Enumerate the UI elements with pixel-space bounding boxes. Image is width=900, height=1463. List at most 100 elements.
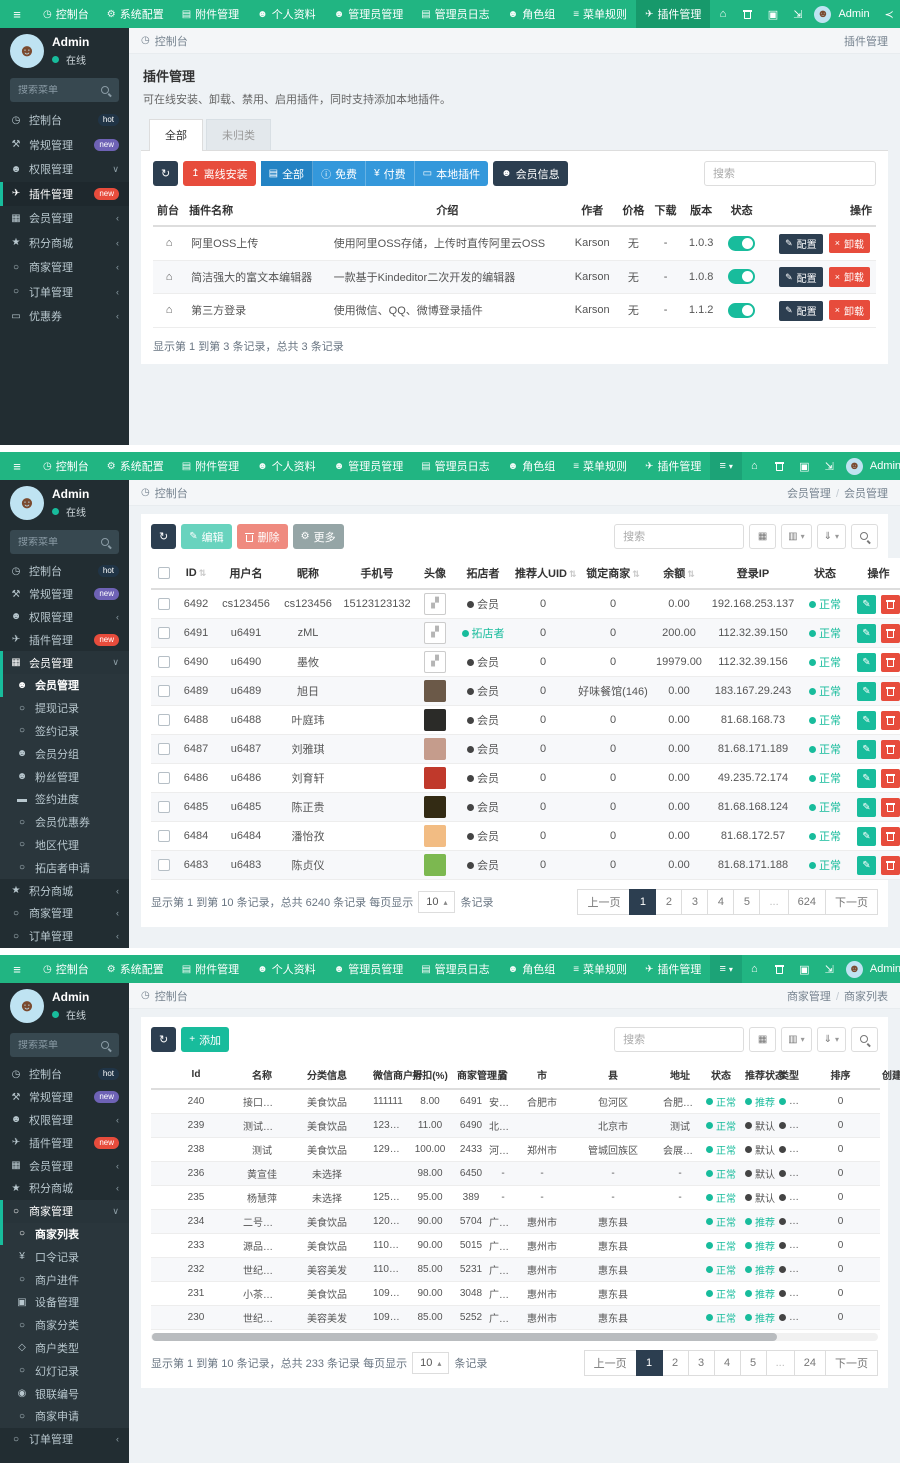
- sort-icon[interactable]: ⇅: [568, 569, 577, 579]
- column-header[interactable]: 拓店者: [455, 558, 511, 590]
- topnav-item[interactable]: ⚙ 系统配置: [98, 452, 173, 480]
- page-button[interactable]: 1: [629, 889, 657, 915]
- user-name[interactable]: Admin: [869, 963, 900, 975]
- plugin-search-input[interactable]: [704, 161, 876, 186]
- column-header[interactable]: 余额 ⇅: [651, 558, 707, 590]
- filter-button[interactable]: ¥ 付费: [366, 161, 415, 186]
- user-avatar[interactable]: ☻: [845, 457, 863, 475]
- sidebar-item[interactable]: ○ 签约记录: [0, 719, 129, 743]
- breadcrumb-item[interactable]: 会员管理: [786, 487, 831, 500]
- config-button[interactable]: ✎ 配置: [779, 267, 823, 287]
- column-header[interactable]: 用户名: [215, 558, 277, 590]
- filter-button[interactable]: ⓘ 免费: [313, 161, 367, 186]
- topnav-item[interactable]: ▤ 管理员日志: [412, 0, 498, 28]
- sidebar-item[interactable]: ○ 幻灯记录: [0, 1359, 129, 1383]
- trash-icon[interactable]: [735, 0, 760, 28]
- page-button[interactable]: 上一页: [577, 889, 631, 915]
- delete-row-button[interactable]: [881, 739, 900, 759]
- home-icon[interactable]: ⌂: [719, 8, 727, 20]
- column-header[interactable]: 昵称: [277, 558, 339, 590]
- column-header[interactable]: 操作: [762, 195, 876, 227]
- home-icon[interactable]: ⌂: [751, 963, 758, 975]
- row-checkbox[interactable]: [158, 598, 170, 611]
- enable-toggle[interactable]: [728, 235, 756, 251]
- enable-toggle[interactable]: [728, 302, 756, 318]
- delete-row-button[interactable]: [881, 652, 900, 672]
- column-header[interactable]: 版本: [681, 195, 721, 227]
- delete-row-button[interactable]: [881, 623, 900, 643]
- sidebar-item[interactable]: ○ 订单管理 ‹: [0, 1428, 129, 1451]
- topnav-item[interactable]: ☻ 角色组: [499, 955, 565, 983]
- export-button[interactable]: ⇓ ▾: [816, 524, 846, 549]
- column-header[interactable]: 价格: [617, 195, 650, 227]
- sidebar-item[interactable]: ▦ 会员管理 ∨: [0, 651, 129, 674]
- topnav-item[interactable]: ◷ 控制台: [34, 0, 98, 28]
- view-toggle-button[interactable]: ▦: [749, 1027, 777, 1052]
- topnav-item[interactable]: ☻ 管理员管理: [325, 452, 413, 480]
- sidebar-search-input[interactable]: [18, 536, 96, 548]
- delete-button[interactable]: 删除: [236, 524, 288, 549]
- delete-row-button[interactable]: [881, 768, 900, 788]
- sidebar-item[interactable]: ◇ 商户类型: [0, 1336, 129, 1360]
- page-button[interactable]: ...: [765, 1350, 795, 1376]
- column-header[interactable]: 分类信息: [283, 1061, 371, 1090]
- page-button[interactable]: 4: [707, 889, 735, 915]
- sidebar-item[interactable]: ◷ 控制台 hot: [0, 108, 129, 133]
- sidebar-item[interactable]: ○ 商家管理 ‹: [0, 902, 129, 925]
- topnav-item[interactable]: ☻ 个人资料: [248, 955, 325, 983]
- page-button[interactable]: 4: [713, 1350, 741, 1376]
- topnav-item[interactable]: ☻ 管理员管理: [325, 0, 413, 28]
- share-icon[interactable]: ≺: [884, 8, 894, 21]
- columns-button[interactable]: ▥ ▾: [781, 524, 812, 549]
- user-avatar[interactable]: ☻: [845, 960, 863, 978]
- row-checkbox[interactable]: [158, 714, 170, 727]
- row-checkbox[interactable]: [158, 859, 170, 872]
- sidebar-item[interactable]: ○ 订单管理 ‹: [0, 280, 129, 305]
- sort-icon[interactable]: ⇅: [632, 569, 640, 579]
- tab[interactable]: 未归类: [206, 119, 271, 150]
- topnav-item[interactable]: ✈ 插件管理: [636, 0, 711, 28]
- column-header[interactable]: 作者: [567, 195, 618, 227]
- topnav-item[interactable]: ☻ 管理员管理: [325, 955, 413, 983]
- topnav-item[interactable]: ✈ 插件管理: [636, 955, 710, 983]
- search-toggle-button[interactable]: [851, 1027, 878, 1052]
- sidebar-item[interactable]: ○ 地区代理: [0, 833, 129, 857]
- page-button[interactable]: ...: [759, 889, 789, 915]
- config-button[interactable]: ✎ 配置: [779, 300, 823, 321]
- column-header[interactable]: 状态: [720, 195, 763, 227]
- fullscreen-icon[interactable]: ⇲: [824, 460, 834, 473]
- column-header[interactable]: 手机号: [339, 558, 415, 590]
- row-checkbox[interactable]: [158, 830, 170, 843]
- delete-row-button[interactable]: [881, 594, 900, 614]
- sidebar-item[interactable]: ○ 商户进件: [0, 1268, 129, 1291]
- windows-icon[interactable]: ▣: [799, 460, 810, 473]
- column-header[interactable]: 折扣(%): [405, 1061, 455, 1090]
- sidebar-item[interactable]: ▭ 优惠券 ‹: [0, 304, 129, 329]
- sidebar-item[interactable]: ○ 会员优惠券: [0, 810, 129, 834]
- column-header[interactable]: 县: [565, 1061, 661, 1090]
- edit-row-button[interactable]: ✎: [856, 797, 876, 817]
- uninstall-button[interactable]: × 卸载: [828, 233, 870, 253]
- sidebar-item[interactable]: ▦ 会员管理 ‹: [0, 1154, 129, 1177]
- topnav-item[interactable]: ≡ 菜单规则: [564, 955, 636, 983]
- breadcrumb-item[interactable]: 会员管理: [831, 485, 888, 501]
- user-name[interactable]: Admin: [838, 8, 870, 20]
- collapsed-tabs-button[interactable]: ≡ ▾: [710, 955, 742, 983]
- collapsed-tabs-button[interactable]: ≡ ▾: [710, 452, 742, 480]
- sidebar-item[interactable]: ¥ 口令记录: [0, 1245, 129, 1269]
- page-button[interactable]: 5: [733, 889, 761, 915]
- column-header[interactable]: 状态: [799, 558, 851, 590]
- windows-icon[interactable]: ▣: [799, 963, 810, 976]
- home-icon[interactable]: ⌂: [751, 460, 758, 472]
- sidebar-item[interactable]: ○ 拓店者申请: [0, 856, 129, 880]
- sidebar-item[interactable]: ◷ 控制台 hot: [0, 1063, 129, 1086]
- topnav-item[interactable]: ▤ 附件管理: [173, 452, 248, 480]
- column-header[interactable]: 前台: [153, 195, 186, 227]
- columns-button[interactable]: ▥ ▾: [781, 1027, 812, 1052]
- sidebar-item[interactable]: ○ 订单管理 ‹: [0, 925, 129, 948]
- scrollbar-thumb[interactable]: [152, 1333, 778, 1341]
- table-search-input[interactable]: [614, 1027, 745, 1052]
- delete-row-button[interactable]: [881, 826, 900, 846]
- per-page-select[interactable]: 10 ▴: [412, 1352, 450, 1374]
- sidebar-item[interactable]: ✈ 插件管理 new: [0, 181, 129, 206]
